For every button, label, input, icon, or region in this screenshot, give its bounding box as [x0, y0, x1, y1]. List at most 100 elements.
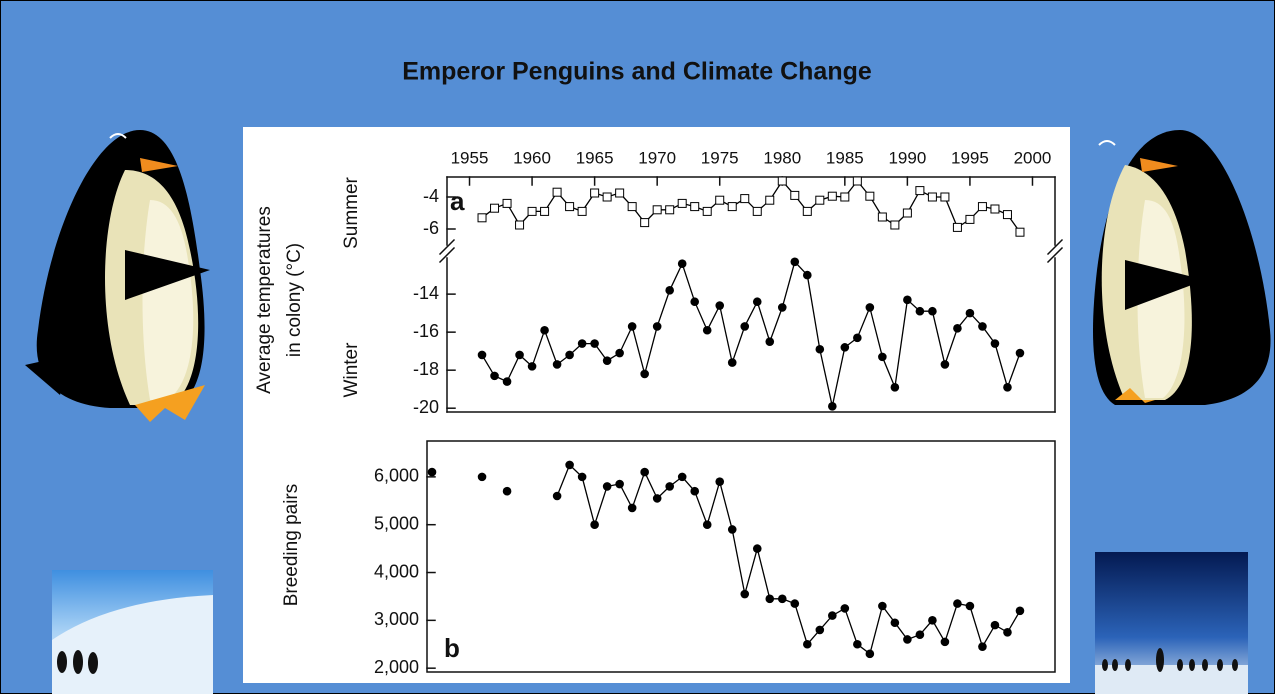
- data-point: [565, 350, 574, 360]
- data-point: [702, 325, 712, 335]
- data-point: [952, 222, 962, 232]
- x-tick-label: 1990: [888, 148, 926, 167]
- data-point: [502, 377, 512, 386]
- data-point: [652, 494, 662, 503]
- data-point: [890, 618, 900, 628]
- penguin-illustration: [25, 130, 210, 422]
- data-point: [665, 482, 674, 491]
- data-point: [790, 190, 800, 200]
- x-tick-label: 1980: [763, 148, 801, 167]
- data-point: [565, 202, 575, 212]
- data-point: [677, 198, 687, 208]
- y-axis-label: Breeding pairs: [281, 484, 302, 607]
- y-axis-label: Winter: [341, 342, 362, 398]
- data-point: [665, 205, 675, 215]
- data-point: [1003, 382, 1012, 392]
- data-point: [627, 202, 637, 212]
- panel-label: b: [444, 633, 460, 663]
- data-point: [740, 194, 750, 204]
- data-point: [965, 308, 975, 318]
- axis-break: [438, 238, 1064, 264]
- y-tick-label: -6: [423, 218, 439, 238]
- y-tick-label: 4,000: [374, 561, 419, 581]
- data-point: [502, 486, 512, 496]
- data-point: [828, 611, 837, 620]
- data-point: [927, 192, 937, 202]
- data-point: [590, 188, 600, 198]
- data-point: [953, 324, 962, 333]
- data-point: [1015, 227, 1025, 237]
- data-point: [765, 337, 775, 346]
- data-point: [978, 642, 987, 651]
- data-point: [640, 369, 649, 379]
- data-point: [540, 325, 549, 335]
- x-tick-label: 1975: [701, 148, 739, 167]
- data-point: [502, 198, 512, 208]
- data-point: [602, 356, 612, 365]
- data-point: [865, 303, 875, 312]
- y-tick-label: 6,000: [374, 466, 419, 486]
- data-point: [515, 350, 524, 360]
- data-point: [777, 303, 787, 312]
- penguin-illustration: [1092, 130, 1271, 405]
- data-point: [752, 206, 762, 216]
- data-point: [640, 218, 650, 228]
- data-point: [890, 220, 900, 230]
- y-tick-label: -20: [413, 397, 439, 417]
- data-point: [715, 195, 725, 205]
- data-point: [715, 301, 725, 310]
- y-tick-label: -14: [413, 283, 439, 303]
- data-point: [977, 202, 987, 212]
- data-point: [577, 206, 587, 216]
- data-point: [1002, 210, 1012, 220]
- data-point: [965, 601, 975, 611]
- x-tick-label: 2000: [1014, 148, 1052, 167]
- data-point: [740, 589, 750, 599]
- data-point: [915, 630, 925, 639]
- data-point: [990, 620, 1000, 630]
- data-point: [640, 467, 649, 477]
- data-point: [803, 639, 812, 649]
- data-point: [565, 460, 574, 470]
- data-point: [552, 187, 562, 197]
- data-point: [1003, 628, 1012, 637]
- data-point: [853, 639, 862, 649]
- data-point: [865, 191, 875, 201]
- x-tick-label: 1995: [951, 148, 989, 167]
- data-point: [677, 259, 687, 269]
- data-point: [802, 270, 812, 280]
- x-tick-label: 1965: [576, 148, 614, 167]
- data-point: [715, 477, 725, 486]
- data-point: [602, 192, 612, 202]
- data-point: [953, 599, 962, 608]
- data-point: [477, 213, 487, 223]
- data-point: [627, 322, 637, 331]
- data-point: [590, 339, 599, 348]
- y-axis-label: Summer: [341, 176, 362, 248]
- data-point: [852, 176, 862, 186]
- data-point: [527, 362, 537, 371]
- data-point: [477, 350, 487, 360]
- data-point: [865, 649, 875, 659]
- data-point: [878, 601, 887, 611]
- data-point: [727, 525, 737, 534]
- data-point: [427, 467, 437, 477]
- data-point: [740, 322, 750, 331]
- data-point: [915, 306, 925, 316]
- data-point: [802, 206, 812, 216]
- data-point: [765, 594, 775, 604]
- data-point: [877, 212, 887, 222]
- data-point: [790, 257, 800, 267]
- data-point: [590, 520, 599, 529]
- data-point: [928, 306, 937, 316]
- data-point: [552, 491, 562, 501]
- data-point: [765, 195, 775, 205]
- photo: [52, 570, 213, 694]
- data-point: [978, 322, 987, 331]
- data-point: [1015, 606, 1025, 616]
- data-point: [815, 344, 825, 354]
- data-point: [902, 208, 912, 218]
- data-point: [965, 214, 975, 224]
